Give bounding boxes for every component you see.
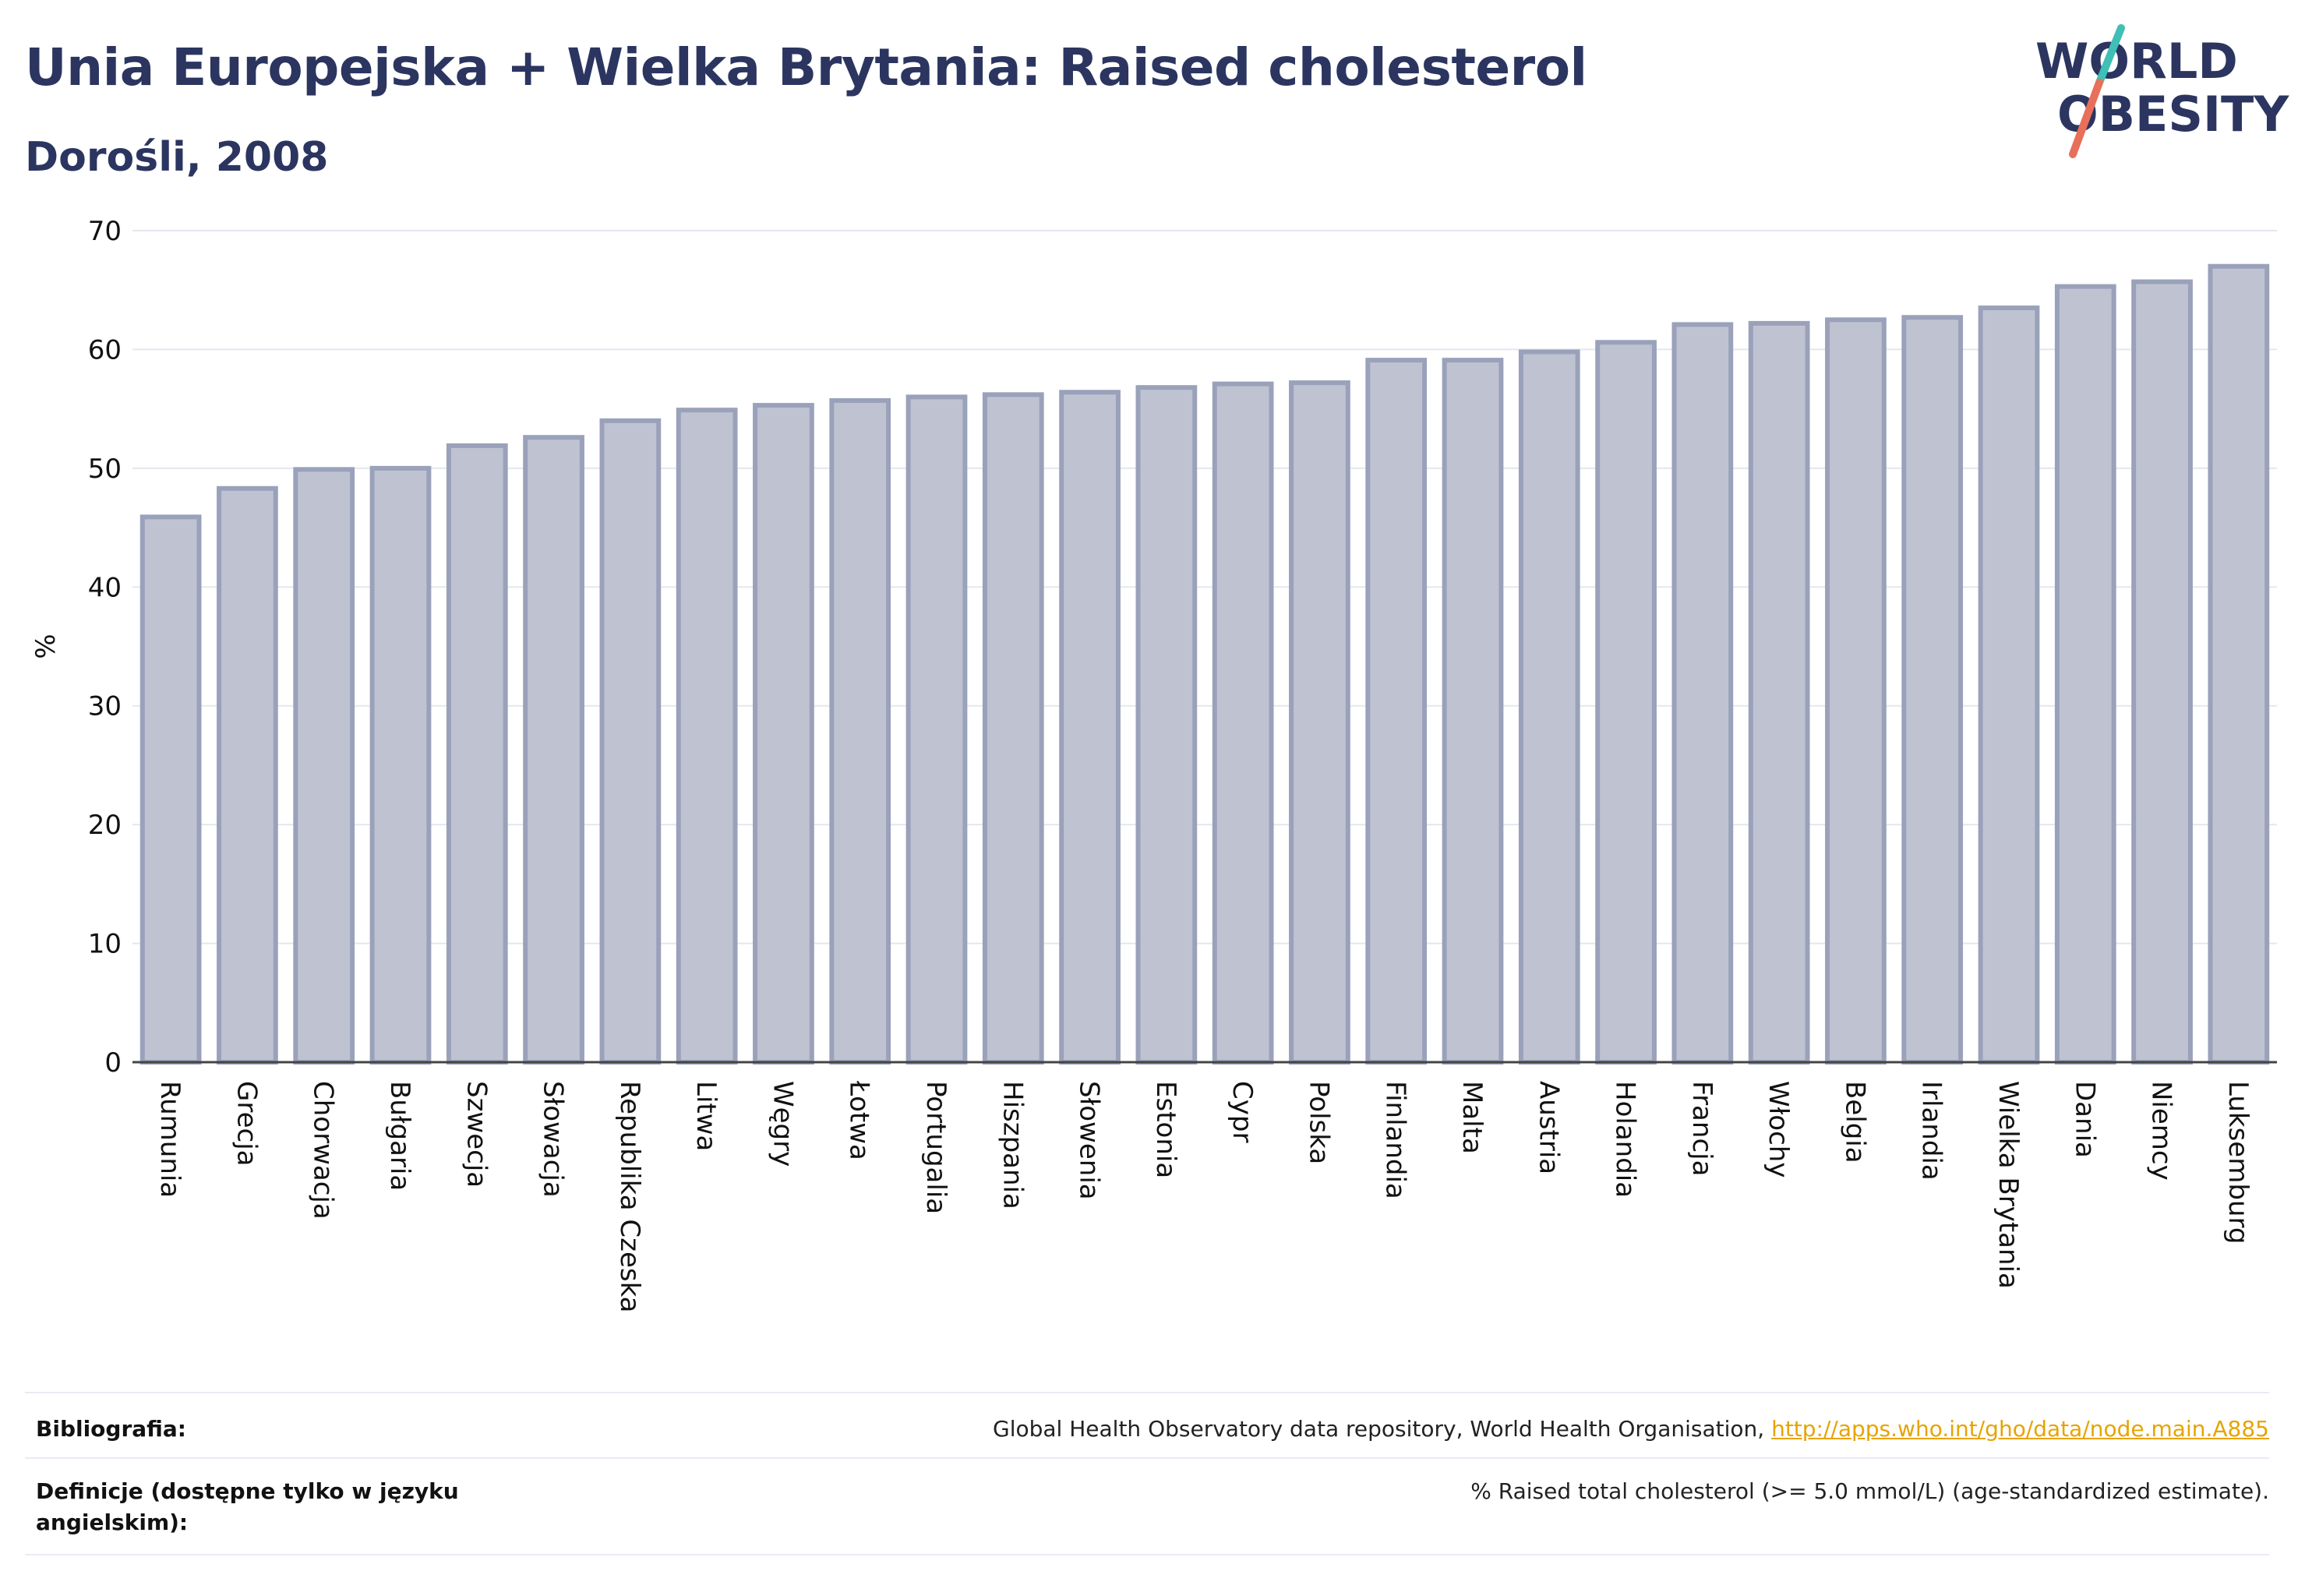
bar-irlandia (1901, 315, 1964, 1065)
x-tick-label: Belgia (1839, 1081, 1870, 1163)
x-tick-label: Litwa (690, 1081, 722, 1151)
bar-holandia (1595, 340, 1657, 1065)
x-tick-label: Holandia (1610, 1081, 1641, 1198)
bar-węgry (753, 403, 814, 1065)
x-tick-label: Słowenia (1074, 1081, 1105, 1200)
bar-austria (1518, 349, 1580, 1065)
footer-divider-top (25, 1392, 2269, 1393)
x-tick-label: Słowacja (538, 1081, 569, 1198)
bar-łotwa (829, 397, 891, 1065)
bar-estonia (1135, 385, 1198, 1065)
x-tick-label: Francja (1686, 1081, 1717, 1176)
x-tick-label: Niemcy (2146, 1081, 2177, 1181)
footer-divider-middle (25, 1457, 2269, 1459)
y-tick-label: 50 (88, 454, 122, 485)
logo-slash-teal (2095, 24, 2125, 87)
bar-polska (1289, 380, 1350, 1065)
y-tick-label: 40 (88, 572, 122, 603)
x-tick-label: Węgry (767, 1081, 798, 1167)
bar-hiszpania (982, 392, 1044, 1065)
bar-portugalia (905, 394, 968, 1065)
bar-szwecja (446, 443, 508, 1065)
bar-grecja (217, 486, 278, 1065)
bar-francja (1671, 322, 1734, 1065)
x-tick-label: Malta (1456, 1081, 1488, 1154)
y-axis-ticks: 0 10 20 30 40 50 60 70 (88, 216, 122, 1079)
y-tick-label: 20 (88, 810, 122, 841)
y-tick-label: 60 (88, 334, 122, 365)
x-tick-label: Cypr (1227, 1081, 1258, 1142)
bibliography-value: Global Health Observatory data repositor… (993, 1414, 2269, 1445)
x-tick-label: Szwecja (461, 1081, 492, 1188)
world-obesity-logo: WORLD OBESITY (2035, 24, 2289, 158)
footer-divider-bottom (25, 1554, 2269, 1555)
x-tick-label: Chorwacja (308, 1081, 339, 1220)
definitions-value: % Raised total cholesterol (>= 5.0 mmol/… (1470, 1478, 2269, 1504)
x-tick-label: Grecja (231, 1081, 262, 1166)
x-tick-label: Luksemburg (2222, 1081, 2254, 1244)
bar-belgia (1825, 317, 1887, 1065)
definitions-label-line2: angielskim): (36, 1509, 189, 1535)
y-tick-label: 70 (88, 216, 122, 247)
x-tick-label: Rumunia (154, 1081, 185, 1198)
bar-republika-czeska (599, 418, 662, 1065)
y-tick-label: 30 (88, 691, 122, 722)
x-tick-label: Polska (1303, 1081, 1334, 1164)
x-axis-labels: Rumunia Grecja Chorwacja Bułgaria Szwecja Sło… (154, 1080, 2254, 1313)
bar-cypr (1212, 381, 1274, 1065)
bar-luksemburg (2208, 263, 2270, 1065)
bibliography-text: Global Health Observatory data repositor… (993, 1416, 1772, 1442)
bar-finlandia (1365, 358, 1428, 1065)
x-tick-label: Estonia (1150, 1081, 1181, 1178)
x-tick-label: Wielka Brytania (1993, 1081, 2024, 1289)
bar-litwa (676, 408, 738, 1065)
definitions-label: Definicje (dostępne tylko w języku angiel… (36, 1476, 459, 1538)
x-tick-label: Republika Czeska (614, 1081, 645, 1313)
logo-slash-coral (2069, 79, 2103, 158)
logo-line1: WORLD (2035, 33, 2238, 90)
bar-bułgaria (369, 465, 432, 1065)
page-subtitle: Dorośli, 2008 (25, 134, 329, 181)
y-tick-label: 0 (104, 1047, 122, 1079)
x-tick-label: Finlandia (1380, 1081, 1411, 1199)
bar-dania (2054, 284, 2116, 1065)
y-tick-label: 10 (88, 929, 122, 960)
x-tick-label: Austria (1533, 1081, 1564, 1174)
bar-rumunia (139, 514, 202, 1065)
x-tick-label: Bułgaria (384, 1081, 415, 1191)
bar-słowacja (523, 435, 584, 1065)
bar-wielka-brytania (1978, 305, 2040, 1065)
x-tick-label: Portugalia (920, 1081, 951, 1214)
bar-chorwacja (293, 467, 355, 1065)
x-tick-label: Łotwa (844, 1080, 875, 1160)
bar-włochy (1748, 320, 1810, 1065)
definitions-label-line1: Definicje (dostępne tylko w języku (36, 1478, 459, 1504)
bibliography-link[interactable]: http://apps.who.int/gho/data/node.main.A… (1771, 1416, 2269, 1442)
x-tick-label: Irlandia (1916, 1081, 1947, 1181)
page-title: Unia Europejska + Wielka Brytania: Raise… (25, 37, 1587, 97)
bibliography-label: Bibliografia: (36, 1416, 187, 1442)
bar-malta (1442, 358, 1504, 1065)
x-tick-label: Hiszpania (997, 1081, 1028, 1209)
y-axis-label: % (30, 634, 62, 659)
x-tick-label: Włochy (1763, 1081, 1794, 1178)
bar-niemcy (2131, 279, 2193, 1065)
x-tick-label: Dania (2069, 1081, 2100, 1158)
bar-słowenia (1059, 390, 1121, 1065)
bar-chart: 0 10 20 30 40 50 60 70 Rumunia Grecja Chorwacja Bu… (30, 216, 2277, 1313)
